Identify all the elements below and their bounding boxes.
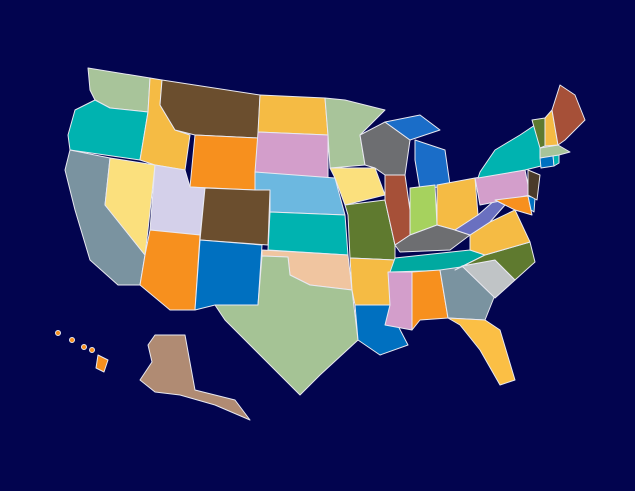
alaska: [139, 334, 251, 421]
iowa: [329, 167, 386, 206]
mississippi: [384, 271, 413, 331]
nevada: [104, 157, 156, 256]
hawaii-big-island: [95, 354, 109, 373]
north-dakota: [257, 94, 329, 136]
new-mexico: [194, 239, 263, 311]
florida: [447, 317, 516, 386]
hawaii-island: [69, 337, 75, 343]
kansas: [267, 211, 349, 256]
alabama: [411, 269, 449, 331]
maryland: [494, 195, 533, 216]
hawaii-island: [55, 330, 61, 336]
hawaii-island: [81, 344, 87, 350]
colorado: [199, 187, 271, 246]
hawaii-island: [89, 347, 95, 353]
arizona: [139, 229, 201, 311]
texas: [214, 255, 359, 396]
wyoming: [189, 134, 259, 191]
new-jersey: [527, 169, 541, 201]
michigan-upper: [384, 114, 441, 141]
maine: [551, 84, 586, 146]
